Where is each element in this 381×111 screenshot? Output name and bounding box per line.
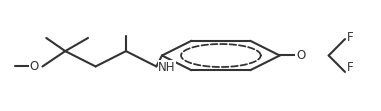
Text: F: F	[347, 61, 354, 74]
Text: F: F	[347, 31, 354, 45]
Text: O: O	[29, 60, 39, 73]
Text: O: O	[296, 49, 305, 62]
Text: NH: NH	[158, 60, 176, 73]
